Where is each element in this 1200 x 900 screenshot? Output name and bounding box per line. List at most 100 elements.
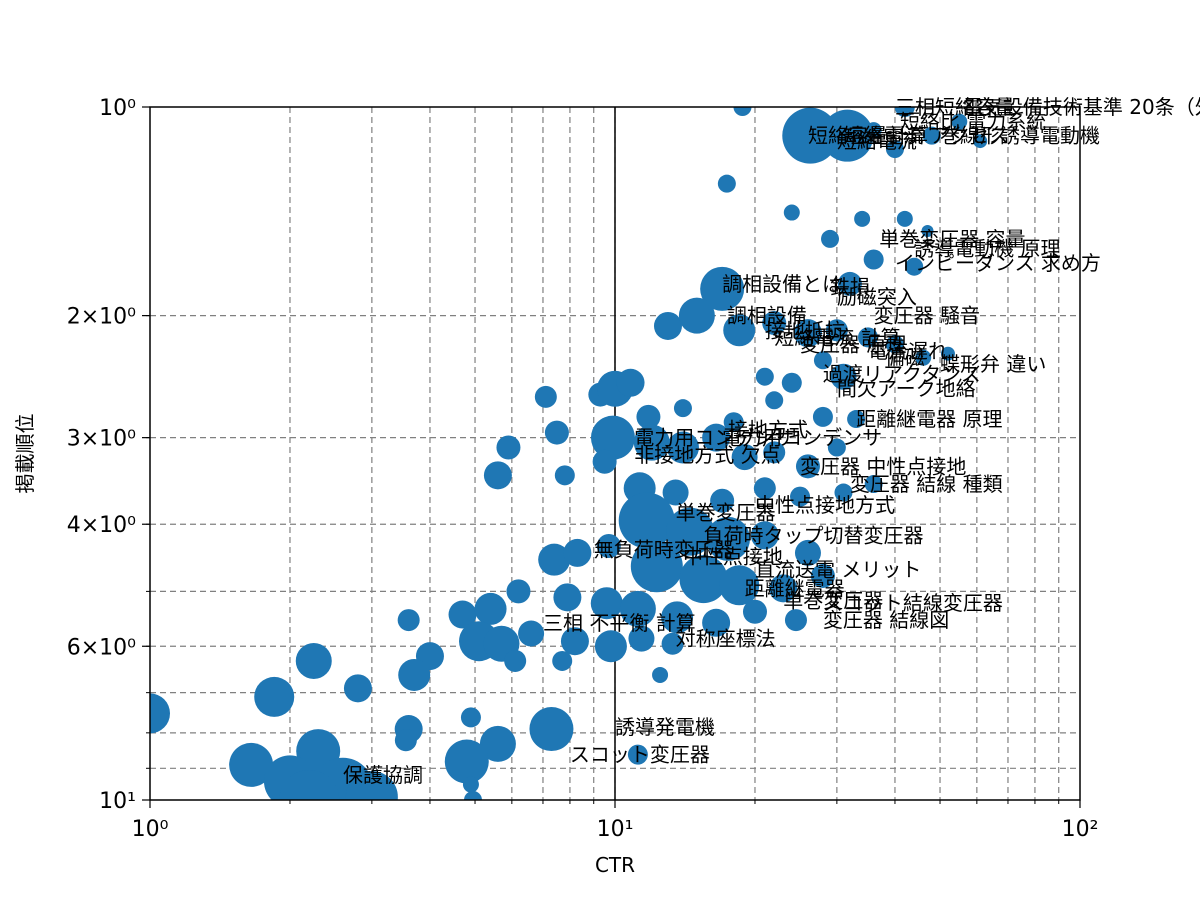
data-point <box>794 539 821 566</box>
point-annotation: 単巻変圧器 <box>783 588 883 612</box>
x-tick-label: 10¹ <box>597 817 634 842</box>
data-point <box>628 625 655 652</box>
data-point <box>483 461 512 490</box>
point-annotation: 距離継電器 <box>745 576 845 600</box>
point-annotation: 対称座標法 <box>676 627 776 651</box>
point-annotation: スコット変圧器 <box>570 743 710 767</box>
data-point <box>474 592 507 625</box>
data-point <box>951 113 968 130</box>
data-point <box>769 574 798 603</box>
data-point <box>552 650 573 671</box>
data-point <box>460 707 481 728</box>
point-annotation: 励磁突入 <box>837 285 917 309</box>
point-annotation: 電力用コンデンサ <box>722 426 882 450</box>
data-point <box>894 107 915 117</box>
data-point <box>793 319 822 348</box>
data-point <box>854 210 871 227</box>
data-point <box>254 676 295 717</box>
data-point <box>553 583 582 612</box>
point-annotation: 蝶形弁 違い <box>940 352 1046 376</box>
data-point <box>504 649 527 672</box>
point-annotation: 変圧器 中性点接地 <box>800 454 966 478</box>
data-point <box>810 563 835 588</box>
data-point <box>812 406 833 427</box>
data-point <box>781 372 802 393</box>
data-point <box>538 543 571 576</box>
data-point <box>700 266 745 311</box>
data-point <box>885 140 904 159</box>
data-point <box>448 600 477 629</box>
data-point <box>896 210 913 227</box>
data-point <box>784 609 807 632</box>
data-point <box>618 492 675 549</box>
data-point <box>636 404 661 429</box>
data-point <box>529 707 574 752</box>
point-annotation: 電流遅れ <box>868 339 948 363</box>
data-point <box>633 424 670 461</box>
data-point <box>590 415 635 460</box>
data-point <box>973 134 988 149</box>
point-annotation: 偏磁 <box>885 346 925 370</box>
data-point <box>731 444 758 471</box>
y-tick-label: 10¹ <box>99 789 136 814</box>
data-point <box>723 314 756 347</box>
data-point <box>782 107 839 164</box>
data-point <box>813 351 832 370</box>
data-point <box>742 599 767 624</box>
data-point <box>627 744 648 765</box>
point-annotation: 短絡電流 <box>837 129 917 153</box>
axis-ticks: 10⁰ 10¹ 10² 10⁰ 2×10⁰ 3×10⁰ 4×10⁰ 6×10⁰ 10¹ <box>67 96 1099 842</box>
data-point <box>661 632 684 655</box>
data-point <box>733 107 752 116</box>
data-point <box>479 725 516 762</box>
data-point <box>150 693 170 734</box>
data-point <box>783 204 800 221</box>
data-point <box>518 620 545 647</box>
point-annotation: 調相設備 <box>727 304 807 328</box>
data-point <box>885 335 904 354</box>
point-annotation: 誘導電動機 原理 <box>914 236 1060 260</box>
data-point <box>717 174 736 193</box>
data-point <box>678 297 715 334</box>
point-annotation: 変圧器 原理 <box>800 332 906 356</box>
point-annotation: スコット結線変圧器 <box>823 591 1003 615</box>
data-point <box>462 776 479 793</box>
data-point <box>398 658 431 691</box>
data-points <box>150 107 988 800</box>
data-point <box>750 521 779 550</box>
point-annotation: 直流送電 メリット <box>755 558 921 582</box>
data-point <box>444 739 489 784</box>
data-point <box>661 601 694 634</box>
data-point <box>702 608 731 637</box>
point-annotation: 短絡電流 アクセス <box>843 124 1008 148</box>
data-point <box>394 729 417 752</box>
point-annotation: 鉄損 <box>830 275 870 299</box>
data-point <box>463 791 482 800</box>
data-point <box>630 540 683 593</box>
point-annotation: 中性点接地 <box>683 544 783 568</box>
data-point <box>619 590 656 627</box>
data-point <box>596 533 621 558</box>
point-annotation: 接地方式 <box>728 418 808 442</box>
point-annotation: 単巻変圧器 <box>676 501 776 525</box>
point-annotation: インピーダンス 求め方 <box>895 251 1101 275</box>
data-point <box>795 454 820 479</box>
data-point <box>554 465 575 486</box>
data-point <box>653 311 682 340</box>
x-tick-label: 10⁰ <box>132 817 169 842</box>
data-point <box>763 441 786 464</box>
data-point <box>825 319 848 342</box>
data-point <box>723 412 744 433</box>
data-point <box>905 257 924 276</box>
data-point <box>864 475 883 494</box>
data-point <box>594 630 627 663</box>
data-point <box>865 122 882 139</box>
point-annotation: 間欠アーク地絡 <box>837 377 976 401</box>
point-annotation: 調相設備とは <box>722 272 842 296</box>
data-point <box>345 770 398 800</box>
data-point <box>496 435 521 460</box>
data-point <box>827 438 846 457</box>
data-point <box>666 507 715 556</box>
data-point <box>702 423 731 452</box>
